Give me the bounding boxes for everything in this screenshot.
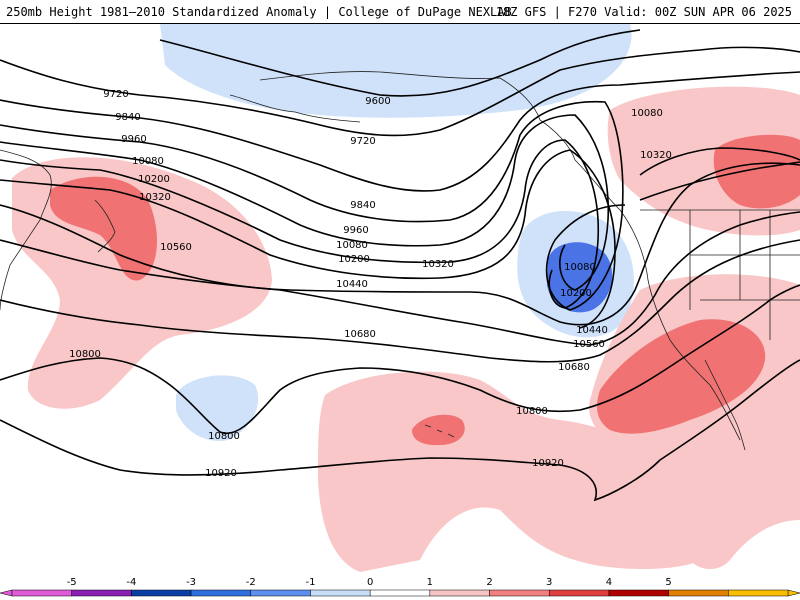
- colorbar-segment: [310, 589, 371, 597]
- hawaii-islands: [424, 424, 455, 438]
- colorbar-segment: [548, 589, 610, 597]
- contour-label: 10320: [139, 192, 171, 203]
- baja-california: [704, 359, 746, 451]
- map-title: 250mb Height 1981–2010 Standardized Anom…: [6, 5, 512, 19]
- contour-label: 9720: [350, 136, 375, 147]
- contour-label: 10320: [640, 150, 672, 161]
- contour-label: 10200: [138, 174, 170, 185]
- contour-label: 10920: [532, 458, 564, 469]
- colorbar-tick-label: 2: [486, 577, 492, 588]
- colorbar-segment: [131, 589, 192, 597]
- contour-10920: [0, 359, 800, 502]
- colorbar-segment: [11, 589, 72, 597]
- contour-label: 10200: [338, 254, 370, 265]
- contour-label: 10560: [160, 242, 192, 253]
- contour-9960: [0, 100, 626, 311]
- contour-label: 9840: [115, 112, 140, 123]
- contour-9840: [0, 71, 800, 192]
- contour-10800-west: [0, 284, 800, 435]
- contour-label: 10080: [631, 108, 663, 119]
- contour-10560: [0, 211, 800, 346]
- colorbar-tick-label: -3: [186, 577, 196, 588]
- colorbar-tick-label: 5: [665, 577, 671, 588]
- strong-positive-anomaly-hawaii: [412, 414, 465, 446]
- header-bar: 250mb Height 1981–2010 Standardized Anom…: [0, 0, 800, 24]
- contour-label: 9960: [343, 225, 368, 236]
- colorbar-tick-label: 4: [606, 577, 612, 588]
- north-america-coast: [574, 159, 741, 441]
- colorbar-segment: [71, 589, 132, 597]
- colorbar-segment: [369, 589, 431, 597]
- contour-10200: [0, 139, 600, 309]
- contour-10440: [0, 162, 800, 326]
- colorbar-segment: [489, 589, 550, 597]
- contour-label: 10560: [573, 339, 605, 350]
- colorbar-segment: [728, 589, 789, 597]
- contour-label: 10320: [422, 259, 454, 270]
- model-valid-time: 18Z GFS | F270 Valid: 00Z SUN APR 06 202…: [495, 5, 792, 19]
- alaska-coast: [259, 71, 576, 161]
- contour-9720-west: [0, 46, 800, 137]
- colorbar-max-arrow: [787, 589, 800, 597]
- colorbar-segment: [429, 589, 490, 597]
- contour-label: 10800: [516, 406, 548, 417]
- height-contours: [0, 29, 800, 502]
- colorbar: -5 -4 -3 -2 -1 0 1 2 3 4 5: [0, 577, 800, 597]
- colorbar-tick-label: 1: [427, 577, 433, 588]
- strong-positive-anomaly-southwest: [597, 319, 766, 434]
- contour-10680: [0, 239, 800, 363]
- contour-label: 9600: [365, 96, 390, 107]
- colorbar-segment: [608, 589, 669, 597]
- contour-label: 9720: [103, 89, 128, 100]
- strong-positive-anomaly-japan: [50, 176, 158, 281]
- colorbar-tick-label: -1: [305, 577, 315, 588]
- colorbar-min-arrow: [0, 589, 13, 597]
- colorbar-tick-label: 3: [546, 577, 552, 588]
- contour-label: 10800: [208, 431, 240, 442]
- colorbar-segment: [668, 589, 729, 597]
- anomaly-shading: [12, 24, 800, 572]
- contour-label: 10440: [576, 325, 608, 336]
- asia-coast: [0, 149, 52, 311]
- contour-label: 9840: [350, 200, 375, 211]
- contour-label: 10080: [336, 240, 368, 251]
- contour-label: 10440: [336, 279, 368, 290]
- colorbar-segment: [250, 589, 311, 597]
- contour-label: 10680: [558, 362, 590, 373]
- map-canvas: 9720 9840 9960 10080 10200 10320 10560 1…: [0, 24, 800, 572]
- contour-label: 10920: [205, 468, 237, 479]
- colorbar-tick-label: -2: [246, 577, 256, 588]
- contour-10320: [0, 147, 800, 329]
- aleutian-islands: [229, 94, 361, 123]
- colorbar-tick-label: 0: [367, 577, 373, 588]
- contour-9600: [159, 29, 641, 97]
- contour-label: 10080: [564, 262, 596, 273]
- negative-anomaly-central-pacific: [176, 375, 259, 441]
- contour-label-layer: 9720 9840 9960 10080 10200 10320 10560 1…: [69, 89, 672, 479]
- contour-label: 10080: [132, 156, 164, 167]
- contour-label: 10200: [560, 288, 592, 299]
- contour-label: 10680: [344, 329, 376, 340]
- contour-label: 10800: [69, 349, 101, 360]
- colorbar-tick-label: -4: [126, 577, 136, 588]
- colorbar-segment: [190, 589, 252, 597]
- contour-label: 9960: [121, 134, 146, 145]
- coastlines: [0, 71, 800, 451]
- colorbar-tick-label: -5: [67, 577, 77, 588]
- positive-anomaly-hawaii: [318, 371, 709, 572]
- negative-anomaly-bering: [160, 24, 632, 118]
- contour-10080: [0, 114, 800, 291]
